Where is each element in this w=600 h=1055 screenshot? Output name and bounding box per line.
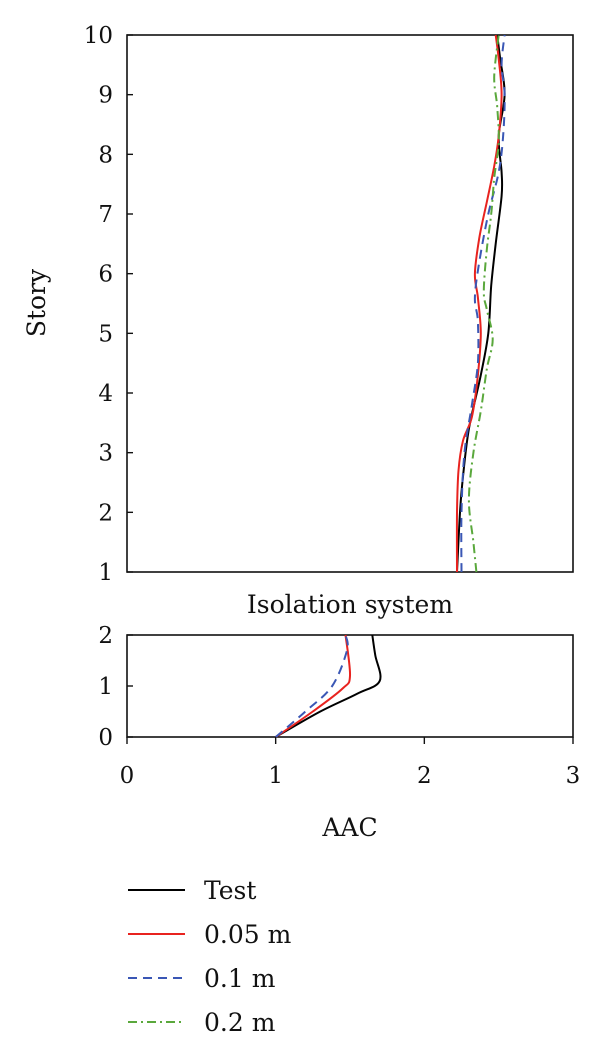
story-y-tick-label: 6 [98,262,113,288]
legend: Test 0.05 m 0.1 m 0.2 m [128,876,292,1037]
legend-label: 0.2 m [204,1008,276,1037]
story-y-tick-label: 2 [98,500,113,526]
story-series-test [456,34,506,573]
story-plot-frame [126,34,574,573]
story-panel: 1 2 3 4 5 6 7 8 9 10 Story [22,23,574,586]
x-axis-label: AAC [321,813,377,842]
story-y-axis: 1 2 3 4 5 6 7 8 9 10 [84,23,133,586]
isolation-series-0-1-m [275,634,349,738]
story-series-0-1-m [460,34,506,573]
story-y-tick-label: 9 [98,83,113,109]
isolation-panel-title: Isolation system [247,590,453,619]
x-axis: 0 1 2 3 [120,737,581,789]
legend-label: Test [204,876,256,905]
isolation-y-tick-label: 2 [98,623,113,649]
story-y-tick-label: 1 [98,560,113,586]
x-tick-label: 2 [417,763,432,789]
story-y-tick-label: 5 [98,321,113,347]
story-y-tick-label: 7 [98,202,113,228]
x-tick-label: 3 [566,763,581,789]
story-y-tick-label: 3 [98,441,113,467]
isolation-y-tick-label: 0 [98,725,113,751]
isolation-plot-frame [126,634,574,738]
legend-label: 0.1 m [204,964,276,993]
isolation-series-test [275,634,382,738]
isolation-y-tick-label: 1 [98,674,113,700]
isolation-series-0-05-m [275,634,352,738]
story-series-0-05-m [455,34,503,573]
x-tick-label: 1 [268,763,283,789]
legend-label: 0.05 m [204,920,292,949]
story-y-tick-label: 8 [98,142,113,168]
isolation-panel: 0 1 2 0 1 2 3 [98,623,580,789]
story-y-tick-label: 10 [84,23,113,49]
story-y-tick-label: 4 [98,381,113,407]
story-series-group [455,34,506,573]
isolation-series-group [275,634,382,738]
story-series-0-2-m [467,34,500,573]
isolation-y-axis: 0 1 2 [98,623,133,751]
x-tick-label: 0 [120,763,135,789]
story-axis-label: Story [22,268,51,337]
